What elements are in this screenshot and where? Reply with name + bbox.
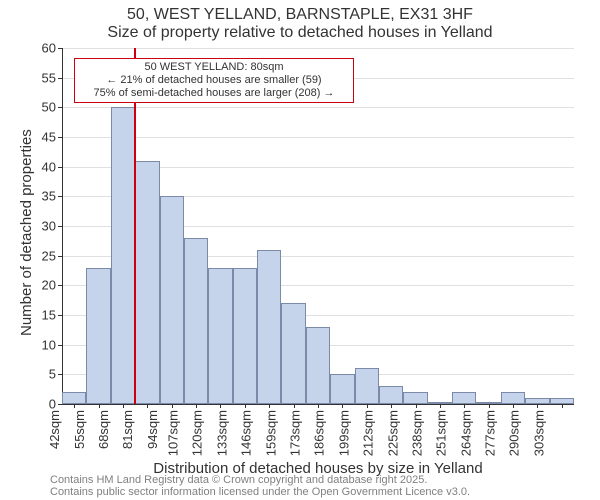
y-tick-label: 20 <box>42 278 56 293</box>
y-tick-label: 50 <box>42 100 56 115</box>
y-tick-label: 15 <box>42 308 56 323</box>
histogram-bar <box>501 392 525 404</box>
histogram-bar <box>208 268 232 404</box>
histogram-bar <box>550 398 574 404</box>
histogram-bar <box>330 374 354 404</box>
y-tick-label: 35 <box>42 189 56 204</box>
footer-line-2: Contains public sector information licen… <box>50 486 470 498</box>
y-axis-label: Number of detached properties <box>18 129 35 336</box>
y-tick-label: 30 <box>42 219 56 234</box>
y-tick-label: 40 <box>42 159 56 174</box>
histogram-bar <box>403 392 427 404</box>
x-tick-label: 81sqm <box>120 410 135 449</box>
gridline <box>62 107 574 108</box>
x-tick-label: 303sqm <box>531 410 546 456</box>
histogram-bar <box>452 392 476 404</box>
y-tick-label: 10 <box>42 337 56 352</box>
histogram-bar <box>428 402 452 404</box>
x-tick-label: 146sqm <box>239 410 254 456</box>
x-tick-label: 199sqm <box>336 410 351 456</box>
annotation-box: 50 WEST YELLAND: 80sqm← 21% of detached … <box>74 58 354 103</box>
x-tick-label: 107sqm <box>165 410 180 456</box>
histogram-bar <box>257 250 281 404</box>
gridline <box>62 48 574 49</box>
x-tick-label: 251sqm <box>434 410 449 456</box>
y-tick-label: 60 <box>42 41 56 56</box>
histogram-bar <box>86 268 110 404</box>
x-tick-label: 277sqm <box>482 410 497 456</box>
x-tick-label: 186sqm <box>312 410 327 456</box>
x-tick-label: 133sqm <box>214 410 229 456</box>
x-tick-label: 264sqm <box>458 410 473 456</box>
y-tick-label: 45 <box>42 130 56 145</box>
x-tick-label: 238sqm <box>409 410 424 456</box>
histogram-bar <box>160 196 184 404</box>
histogram-bar <box>525 398 549 404</box>
x-tick-label: 120sqm <box>190 410 205 456</box>
y-tick-label: 25 <box>42 248 56 263</box>
x-tick-label: 290sqm <box>507 410 522 456</box>
histogram-bar <box>306 327 330 404</box>
histogram-bar <box>233 268 257 404</box>
x-tick-label: 55sqm <box>72 410 87 449</box>
histogram-bar <box>281 303 305 404</box>
plot-area: 50 WEST YELLAND: 80sqm← 21% of detached … <box>62 48 574 404</box>
x-tick-label: 159sqm <box>263 410 278 456</box>
annotation-line: 50 WEST YELLAND: 80sqm <box>79 61 349 74</box>
histogram-bar <box>135 161 159 404</box>
histogram-bar <box>184 238 208 404</box>
annotation-line: ← 21% of detached houses are smaller (59… <box>79 74 349 87</box>
x-tick-label: 94sqm <box>145 410 160 449</box>
y-tick-label: 55 <box>42 70 56 85</box>
gridline <box>62 137 574 138</box>
x-tick-label: 212sqm <box>361 410 376 456</box>
histogram-bar <box>62 392 86 404</box>
title-line-1: 50, WEST YELLAND, BARNSTAPLE, EX31 3HF <box>0 6 600 24</box>
x-tick-label: 42sqm <box>47 410 62 449</box>
title-line-2: Size of property relative to detached ho… <box>0 24 600 42</box>
footer-line-1: Contains HM Land Registry data © Crown c… <box>50 474 427 486</box>
x-tick-label: 225sqm <box>385 410 400 456</box>
histogram-bar <box>111 107 135 404</box>
y-tick-label: 5 <box>49 367 56 382</box>
histogram-bar <box>379 386 403 404</box>
x-tick-label: 173sqm <box>287 410 302 456</box>
histogram-bar <box>355 368 379 404</box>
chart-container: 50, WEST YELLAND, BARNSTAPLE, EX31 3HF S… <box>0 0 600 500</box>
histogram-bar <box>476 402 500 404</box>
x-tick-label: 68sqm <box>96 410 111 449</box>
annotation-line: 75% of semi-detached houses are larger (… <box>79 87 349 100</box>
